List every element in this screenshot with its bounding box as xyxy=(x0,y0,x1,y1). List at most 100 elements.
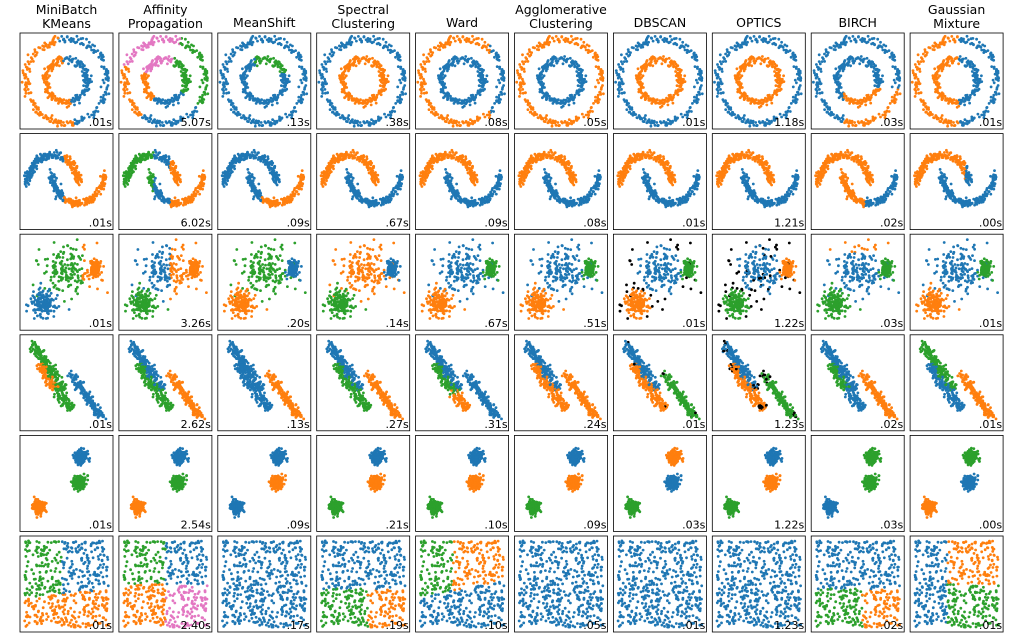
data-point xyxy=(266,99,269,102)
data-point xyxy=(347,98,350,101)
data-point xyxy=(55,58,58,61)
data-point xyxy=(280,90,283,93)
data-point xyxy=(304,79,307,82)
data-point xyxy=(284,89,287,92)
data-point xyxy=(63,102,66,105)
data-point xyxy=(382,38,385,41)
data-point xyxy=(105,70,108,73)
data-point xyxy=(403,79,406,82)
data-point xyxy=(172,104,175,107)
data-point xyxy=(25,86,28,89)
data-point xyxy=(502,79,505,82)
data-point xyxy=(493,102,496,105)
data-point xyxy=(383,69,386,72)
data-point xyxy=(180,92,183,95)
data-point xyxy=(250,94,253,97)
data-point xyxy=(52,121,55,124)
data-point xyxy=(37,46,40,49)
data-point xyxy=(48,120,51,123)
data-point xyxy=(476,42,479,45)
data-point xyxy=(131,53,134,56)
data-point xyxy=(85,38,88,41)
data-point xyxy=(199,86,202,89)
column-title: BIRCH xyxy=(838,15,876,30)
data-point xyxy=(458,98,461,101)
data-point xyxy=(161,98,164,101)
data-point xyxy=(32,53,35,56)
data-point xyxy=(260,60,263,63)
data-point xyxy=(498,81,501,84)
data-point xyxy=(27,60,30,63)
data-point xyxy=(77,38,80,41)
data-point xyxy=(362,120,365,123)
data-point xyxy=(27,78,30,81)
data-point xyxy=(430,105,433,108)
data-point xyxy=(286,41,289,44)
data-point xyxy=(346,94,349,97)
data-point xyxy=(290,49,293,52)
data-point xyxy=(143,88,146,91)
data-point xyxy=(105,68,108,71)
data-point xyxy=(27,88,30,91)
data-point xyxy=(222,89,225,92)
column-title: MiniBatch xyxy=(36,2,98,17)
data-point xyxy=(359,38,362,41)
data-point xyxy=(257,120,260,123)
data-point xyxy=(456,57,459,60)
data-point xyxy=(82,64,85,67)
data-point xyxy=(81,92,84,95)
data-point xyxy=(447,42,450,45)
data-point xyxy=(399,81,402,84)
data-point xyxy=(495,99,498,102)
data-point xyxy=(222,86,225,89)
data-point xyxy=(498,94,501,97)
data-point xyxy=(165,35,168,38)
data-point xyxy=(383,84,386,87)
data-point xyxy=(246,120,249,123)
data-point xyxy=(222,92,225,95)
data-point xyxy=(45,43,48,46)
data-point xyxy=(41,74,44,77)
data-point xyxy=(470,65,473,68)
data-point xyxy=(439,67,442,70)
data-point xyxy=(281,73,284,76)
data-point xyxy=(594,52,597,55)
data-point xyxy=(280,79,283,82)
data-point xyxy=(501,68,504,71)
data-point xyxy=(466,37,469,40)
data-point xyxy=(181,64,184,67)
data-point xyxy=(343,117,346,120)
data-point xyxy=(32,103,35,106)
data-point xyxy=(422,88,425,91)
data-point xyxy=(169,37,172,40)
data-point xyxy=(338,113,341,116)
data-point xyxy=(170,60,173,63)
data-point xyxy=(260,121,263,124)
runtime-label: .13s xyxy=(287,116,310,129)
data-point xyxy=(273,61,276,64)
data-point xyxy=(246,66,249,69)
data-point xyxy=(82,84,85,87)
data-point xyxy=(341,88,344,91)
data-point xyxy=(197,102,200,105)
data-point xyxy=(123,95,126,98)
data-point xyxy=(201,79,204,82)
data-point xyxy=(445,94,448,97)
data-point xyxy=(254,37,257,40)
data-point xyxy=(123,83,126,86)
data-point xyxy=(398,96,401,99)
data-point xyxy=(100,52,103,55)
data-point xyxy=(449,41,452,44)
data-point xyxy=(479,73,482,76)
data-point xyxy=(142,67,145,70)
data-point xyxy=(264,101,267,104)
data-point xyxy=(318,69,321,72)
data-point xyxy=(55,121,58,124)
data-point xyxy=(495,86,498,89)
data-point xyxy=(66,120,69,123)
runtime-label: .38s xyxy=(385,116,408,129)
data-point xyxy=(433,46,436,49)
data-point xyxy=(253,58,256,61)
data-point xyxy=(440,43,443,46)
data-point xyxy=(481,38,484,41)
